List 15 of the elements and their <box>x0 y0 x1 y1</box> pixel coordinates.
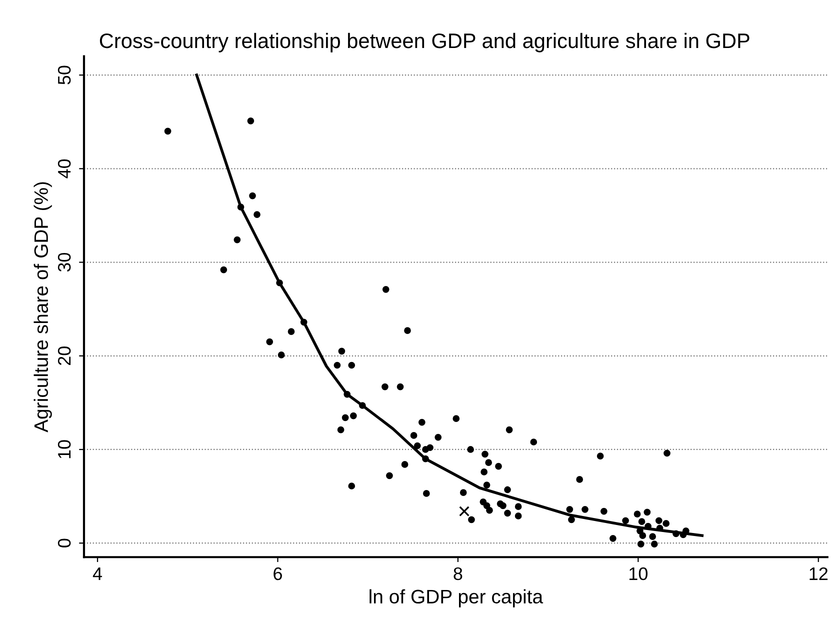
x-tick-label: 12 <box>810 567 828 580</box>
y-tick-label: 30 <box>58 252 71 272</box>
line-series <box>195 74 704 537</box>
x-tick-label: 6 <box>274 567 282 580</box>
x-axis-title: ln of GDP per capita <box>370 589 544 608</box>
y-axis-title: Agriculture share of GDP (%) <box>34 182 52 432</box>
y-tick-label: 40 <box>58 159 71 178</box>
chart-title: Cross-country relationship between GDP and agriculture share in GDP <box>100 32 750 52</box>
x-tick-label: 4 <box>92 568 102 580</box>
x-tick-label: 10 <box>630 567 648 580</box>
y-tick-label: 10 <box>58 440 71 458</box>
y-tick-label: 50 <box>58 66 71 84</box>
x-tick-label: 8 <box>454 567 462 580</box>
y-tick-label: 20 <box>58 346 71 366</box>
y-tick-label: 0 <box>58 538 71 548</box>
